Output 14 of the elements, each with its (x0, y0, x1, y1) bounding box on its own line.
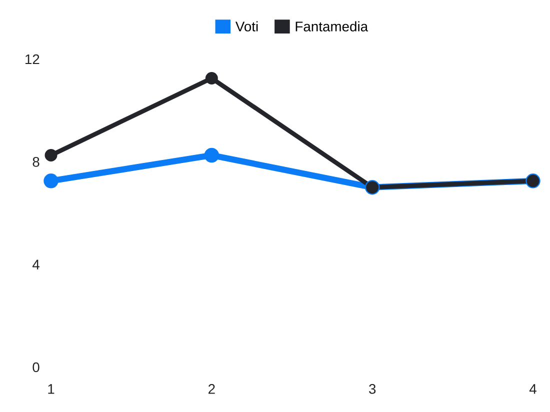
x-tick-label: 2 (208, 384, 215, 394)
y-tick-label: 8 (32, 157, 40, 167)
legend-label: Voti (235, 21, 258, 32)
y-tick-label: 0 (32, 362, 40, 372)
x-tick-label: 3 (369, 384, 376, 394)
legend-label: Fantamedia (296, 21, 368, 32)
point (44, 174, 58, 188)
y-tick-label: 4 (32, 260, 40, 270)
point (44, 149, 58, 162)
point (204, 148, 220, 163)
point (205, 72, 218, 84)
y-tick-label: 12 (26, 54, 40, 64)
x-tick-label: 4 (529, 384, 536, 394)
x-tick-label: 1 (48, 384, 54, 394)
